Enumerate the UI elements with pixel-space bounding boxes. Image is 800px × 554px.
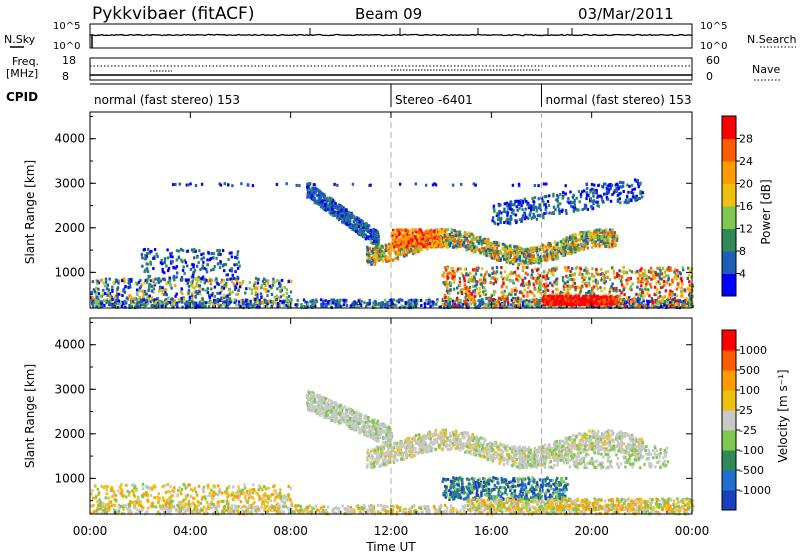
colorbar-swatch (722, 116, 736, 139)
x-tick-label: 00:00 (73, 524, 108, 538)
colorbar-tick: 1000 (739, 344, 767, 357)
colorbar-tick: 28 (739, 133, 753, 146)
colorbar-tick: -100 (739, 444, 764, 457)
nsearch-label: N.Search (747, 33, 797, 46)
nave-tick-top: 60 (706, 54, 720, 67)
colorbar-tick: 16 (739, 200, 753, 213)
cpid-segments: normal (fast stereo) 153 Stereo -6401 norm… (94, 84, 692, 107)
colorbar-swatch (722, 430, 736, 451)
freq-panel: Freq. [MHz] 18 8 60 0 Nave (6, 54, 780, 83)
colorbar-tick: 100 (739, 384, 760, 397)
x-tick-label: 12:00 (374, 524, 409, 538)
freq-label: Freq. (12, 55, 39, 68)
beam-title: Beam 09 (355, 5, 422, 23)
velocity-panel: 1000 2000 3000 4000 Slant Range [km] 1000 50… (23, 317, 790, 516)
colorbar-swatch (722, 470, 736, 491)
nsky-panel: N.Sky 10^5 10^0 10^5 10^0 N.Search (4, 21, 797, 52)
colorbar-swatch (722, 206, 736, 229)
y-tick-label: 3000 (54, 176, 85, 190)
power-colorbar-label: Power [dB] (759, 179, 773, 244)
nsky-tick-top: 10^5 (53, 21, 80, 32)
velocity-colorbar-label: Velocity [m s⁻¹] (776, 369, 790, 462)
colorbar-tick: 24 (739, 155, 753, 168)
date-title: 03/Mar/2011 (578, 5, 674, 23)
freq-tick-top: 18 (62, 54, 76, 67)
nsearch-tick-top: 10^5 (700, 21, 727, 32)
colorbar-swatch (722, 161, 736, 184)
colorbar-tick: -500 (739, 464, 764, 477)
power-ylabel: Slant Range [km] (23, 160, 37, 264)
nsky-tick-bottom: 10^0 (53, 41, 80, 52)
colorbar-swatch (722, 490, 736, 511)
colorbar-swatch (722, 251, 736, 274)
velocity-yaxis: 1000 2000 3000 4000 (54, 321, 692, 502)
y-tick-label: 4000 (54, 338, 85, 352)
colorbar-tick: 20 (739, 178, 753, 191)
y-tick-label: 2000 (54, 221, 85, 235)
colorbar-tick: 12 (739, 223, 753, 236)
colorbar-swatch (722, 330, 736, 351)
colorbar-tick: 4 (739, 268, 746, 281)
colorbar-swatch (722, 228, 736, 252)
freq-tick-bottom: 8 (62, 70, 69, 83)
station-title: Pykkvibaer (fitACF) (92, 4, 254, 24)
colorbar-swatch (722, 390, 736, 411)
x-axis-label: Time UT (365, 540, 416, 554)
nsky-trace (89, 28, 693, 48)
colorbar-swatch (722, 450, 736, 471)
colorbar-tick: -25 (739, 424, 757, 437)
x-tick-label: 04:00 (173, 524, 208, 538)
y-tick-label: 1000 (54, 471, 85, 485)
cpid-segment-label: normal (fast stereo) 153 (546, 93, 692, 107)
x-tick-label: 20:00 (574, 524, 609, 538)
cpid-segment-label: Stereo -6401 (395, 93, 473, 107)
power-colorbar: 4 8 12 16 20 24 28 (721, 115, 753, 297)
colorbar-swatch (722, 410, 736, 431)
colorbar-swatch (722, 350, 736, 371)
cpid-segment-label: normal (fast stereo) 153 (94, 93, 240, 107)
velocity-colorbar: 1000 500 100 25 -25 -100 -500 -1000 (721, 329, 771, 511)
nave-tick-bottom: 0 (706, 70, 713, 83)
colorbar-tick: 8 (739, 245, 746, 258)
cpid-bar: CPID normal (fast stereo) 153 Stereo -640… (6, 83, 692, 107)
colorbar-tick: 500 (739, 364, 760, 377)
power-yaxis: 1000 2000 3000 4000 (54, 115, 692, 296)
colorbar-tick: -1000 (739, 484, 771, 497)
colorbar-swatch (722, 138, 736, 162)
velocity-heatmap (90, 389, 695, 516)
colorbar-tick: 25 (739, 404, 753, 417)
power-panel: 1000 2000 3000 4000 Slant Range [km] 4 8 12 16… (23, 111, 773, 310)
velocity-ylabel: Slant Range [km] (23, 364, 37, 468)
cpid-label: CPID (6, 90, 38, 104)
nave-label: Nave (752, 63, 780, 76)
colorbar-swatch (722, 370, 736, 391)
freq-trace (90, 65, 692, 76)
colorbar-swatch (722, 273, 736, 297)
x-tick-label: 08:00 (273, 524, 308, 538)
nsky-label: N.Sky (4, 33, 36, 46)
x-axis: 00:00 04:00 08:00 12:00 16:00 20:00 00:00 (73, 112, 710, 538)
y-tick-label: 1000 (54, 265, 85, 279)
freq-unit: [MHz] (6, 67, 38, 80)
x-tick-label: 00:00 (675, 524, 710, 538)
power-heatmap (90, 178, 695, 310)
y-tick-label: 3000 (54, 382, 85, 396)
x-tick-label: 16:00 (474, 524, 509, 538)
y-tick-label: 4000 (54, 132, 85, 146)
y-tick-label: 2000 (54, 427, 85, 441)
nsearch-tick-bottom: 10^0 (700, 41, 727, 52)
colorbar-swatch (722, 183, 736, 207)
